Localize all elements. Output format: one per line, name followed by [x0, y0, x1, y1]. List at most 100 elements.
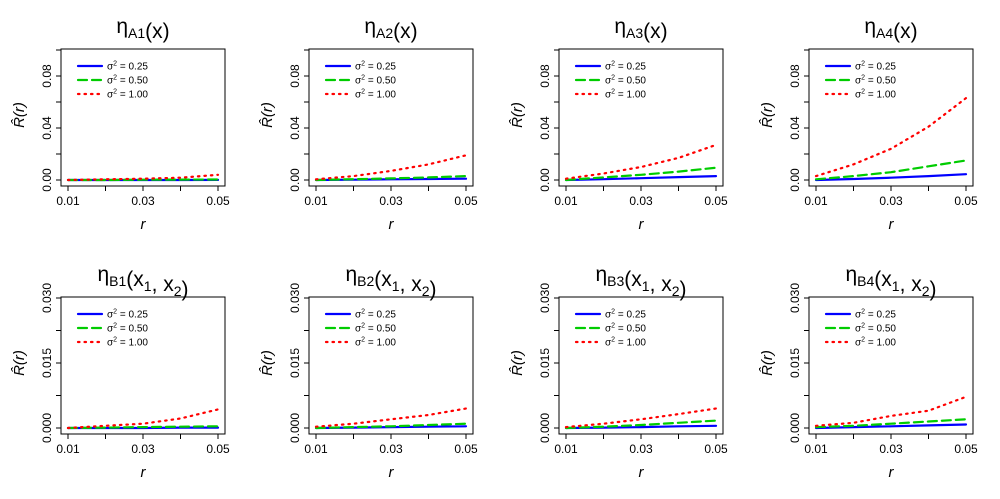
- x-axis-label: r: [889, 216, 895, 233]
- y-tick-label: 0.00: [538, 168, 552, 192]
- x-axis-label: r: [389, 464, 395, 481]
- y-tick-label: 0.04: [288, 116, 302, 140]
- legend-label: σ2 = 0.50: [605, 323, 646, 335]
- y-tick-label: 0.030: [40, 283, 54, 313]
- series-line: [314, 407, 468, 428]
- y-tick-label: 0.030: [538, 283, 552, 313]
- legend-label: σ2 = 0.25: [605, 61, 646, 73]
- y-tick-label: 0.015: [40, 348, 54, 378]
- y-tick-label: 0.000: [538, 413, 552, 443]
- y-tick-label: 0.015: [538, 348, 552, 378]
- x-tick-label: 0.05: [454, 194, 478, 208]
- y-tick-label: 0.000: [788, 413, 802, 443]
- series-line: [564, 166, 718, 182]
- legend-label: σ2 = 0.50: [107, 75, 148, 87]
- x-tick-label: 0.03: [379, 194, 403, 208]
- legend: σ2 = 0.25 σ2 = 0.50 σ2 = 1.00: [824, 309, 896, 349]
- y-tick-label: 0.015: [788, 348, 802, 378]
- series-line: [314, 422, 468, 430]
- y-axis-label: R̂(r): [11, 102, 28, 128]
- series-line: [66, 425, 220, 430]
- x-tick-label: 0.03: [629, 194, 653, 208]
- x-tick-label: 0.05: [206, 194, 230, 208]
- legend-label: σ2 = 0.50: [107, 323, 148, 335]
- series-line: [814, 173, 968, 182]
- x-tick-label: 0.05: [704, 442, 728, 456]
- series-line: [564, 419, 718, 430]
- x-tick-label: 0.01: [304, 442, 328, 456]
- x-tick-label: 0.03: [879, 194, 903, 208]
- x-tick-label: 0.03: [379, 442, 403, 456]
- legend-label: σ2 = 0.50: [355, 323, 396, 335]
- legend: σ2 = 0.25 σ2 = 0.50 σ2 = 1.00: [76, 61, 148, 101]
- series-line: [66, 178, 220, 182]
- x-tick-label: 0.03: [131, 442, 155, 456]
- legend-label: σ2 = 0.25: [355, 61, 396, 73]
- y-tick-label: 0.030: [288, 283, 302, 313]
- x-tick-label: 0.01: [56, 442, 80, 456]
- legend-label: σ2 = 0.25: [107, 61, 148, 73]
- x-axis-label: r: [639, 464, 645, 481]
- panel-5: ηB1(x1, x2) 0.01 0.03 0.05 0.000 0.015 0.030 r R…: [11, 263, 230, 481]
- legend-label: σ2 = 1.00: [107, 89, 148, 101]
- x-tick-label: 0.03: [131, 194, 155, 208]
- x-tick-label: 0.03: [879, 442, 903, 456]
- legend-label: σ2 = 0.50: [855, 323, 896, 335]
- panel-3: ηA3(x) 0.01 0.03 0.05 0.00 0.04 0.08 r R̂(r) σ2 =…: [509, 15, 728, 233]
- legend: σ2 = 0.25 σ2 = 0.50 σ2 = 1.00: [824, 61, 896, 101]
- legend-label: σ2 = 0.25: [605, 309, 646, 321]
- series-line: [814, 418, 968, 429]
- legend: σ2 = 0.25 σ2 = 0.50 σ2 = 1.00: [574, 309, 646, 349]
- y-tick-label: 0.000: [40, 413, 54, 443]
- panel-7: ηB3(x1, x2) 0.01 0.03 0.05 0.000 0.015 0.030 r R…: [509, 263, 728, 481]
- panel-6: ηB2(x1, x2) 0.01 0.03 0.05 0.000 0.015 0.030 r R…: [259, 263, 478, 481]
- y-axis-label: R̂(r): [759, 350, 776, 376]
- x-tick-label: 0.03: [629, 442, 653, 456]
- x-tick-label: 0.01: [56, 194, 80, 208]
- x-tick-label: 0.05: [454, 442, 478, 456]
- series-line: [564, 424, 718, 430]
- legend: σ2 = 0.25 σ2 = 0.50 σ2 = 1.00: [324, 61, 396, 101]
- legend-label: σ2 = 1.00: [605, 89, 646, 101]
- series-line: [814, 395, 968, 427]
- x-axis-label: r: [889, 464, 895, 481]
- y-tick-label: 0.08: [40, 64, 54, 88]
- series-line: [564, 143, 718, 180]
- y-axis-label: R̂(r): [259, 350, 276, 376]
- series-line: [66, 408, 220, 430]
- x-axis-label: r: [639, 216, 645, 233]
- legend: σ2 = 0.25 σ2 = 0.50 σ2 = 1.00: [324, 309, 396, 349]
- y-axis-label: R̂(r): [509, 350, 526, 376]
- x-axis-label: r: [141, 216, 147, 233]
- y-tick-label: 0.00: [288, 168, 302, 192]
- y-tick-label: 0.015: [288, 348, 302, 378]
- x-tick-label: 0.01: [554, 442, 578, 456]
- series-line: [314, 175, 468, 182]
- y-tick-label: 0.00: [40, 168, 54, 192]
- panel-title: ηB3(x1, x2): [595, 263, 686, 301]
- series-line: [814, 96, 968, 178]
- panel-title: ηA1(x): [116, 15, 169, 43]
- legend-label: σ2 = 1.00: [355, 337, 396, 349]
- series-line: [314, 154, 468, 181]
- series-line: [564, 175, 718, 182]
- legend-label: σ2 = 1.00: [855, 89, 896, 101]
- legend-label: σ2 = 0.50: [605, 75, 646, 87]
- x-tick-label: 0.05: [704, 194, 728, 208]
- panel-title: ηB4(x1, x2): [845, 263, 936, 301]
- legend: σ2 = 0.25 σ2 = 0.50 σ2 = 1.00: [574, 61, 646, 101]
- series-line: [814, 159, 968, 181]
- x-tick-label: 0.01: [804, 442, 828, 456]
- panel-4: ηA4(x) 0.01 0.03 0.05 0.00 0.04 0.08 r R̂(r) σ2 =…: [759, 15, 978, 233]
- legend-label: σ2 = 0.25: [855, 309, 896, 321]
- y-tick-label: 0.08: [538, 64, 552, 88]
- y-tick-label: 0.08: [788, 64, 802, 88]
- y-axis-label: R̂(r): [259, 102, 276, 128]
- panel-title: ηA3(x): [614, 15, 667, 43]
- x-tick-label: 0.05: [954, 194, 978, 208]
- y-tick-label: 0.04: [40, 116, 54, 140]
- panel-title: ηA4(x): [864, 15, 917, 43]
- x-tick-label: 0.01: [304, 194, 328, 208]
- legend-label: σ2 = 0.25: [107, 309, 148, 321]
